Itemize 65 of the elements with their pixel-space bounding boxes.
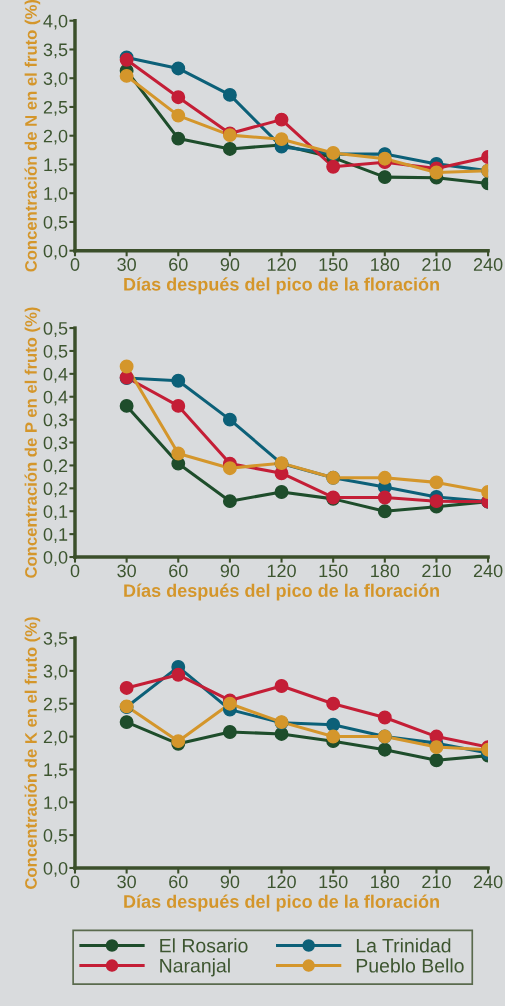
x-tick-label: 240: [473, 258, 503, 271]
y-tick-label: 0,1: [43, 528, 68, 543]
x-tick-label: 210: [422, 564, 451, 578]
y-tick-label: 3,0: [43, 72, 68, 88]
legend-label: El Rosario: [160, 938, 248, 953]
y-tick-label: 0,3: [43, 413, 68, 429]
y-tick-label: 1,5: [44, 158, 68, 174]
y-tick-label: 2,5: [43, 100, 68, 116]
y-tick-label: 2,0: [43, 730, 68, 746]
x-axis-title: Días después del pico de la floración: [124, 894, 439, 912]
x-tick-label: 90: [220, 564, 240, 578]
x-tick-label: 90: [220, 875, 240, 889]
y-tick-label: 0,3: [43, 436, 68, 452]
y-tick-label: 0,5: [43, 344, 68, 360]
y-tick-label: 0,0: [43, 550, 68, 566]
x-tick-label: 30: [117, 875, 136, 889]
y-tick-label: 3,0: [43, 664, 68, 680]
x-tick-label: 60: [169, 258, 188, 271]
y-tick-label: 0,4: [43, 390, 68, 406]
y-tick-label: 0,4: [43, 367, 68, 383]
x-tick-label: 0: [70, 875, 80, 889]
x-tick-label: 180: [371, 564, 400, 578]
x-tick-label: 150: [319, 875, 348, 889]
x-tick-label: 240: [473, 875, 503, 889]
y-tick-label: 1,0: [44, 187, 68, 203]
x-tick-label: 30: [117, 564, 136, 578]
x-tick-label: 90: [220, 258, 240, 271]
x-tick-label: 180: [371, 875, 400, 889]
x-tick-label: 120: [267, 258, 296, 271]
legend-label: Naranjal: [160, 958, 230, 977]
x-tick-label: 60: [169, 564, 188, 578]
y-tick-label: 0,0: [43, 244, 68, 260]
y-axis-title: Concentración de K en el fruto (%): [24, 617, 41, 889]
y-tick-label: 0,1: [43, 505, 68, 521]
x-tick-label: 120: [267, 564, 296, 578]
y-axis-title: Concentración de P en el fruto (%): [24, 307, 41, 578]
y-tick-label: 1,0: [44, 796, 68, 812]
y-axis-title: Concentración de N en el fruto (%): [24, 0, 41, 272]
x-axis-title: Días después del pico de la floración: [124, 583, 439, 601]
x-tick-label: 60: [169, 875, 188, 889]
y-tick-label: 0,2: [43, 459, 68, 475]
x-tick-label: 210: [422, 258, 451, 271]
x-tick-label: 0: [70, 258, 80, 271]
y-tick-label: 2,5: [43, 697, 68, 713]
y-tick-label: 0,0: [43, 861, 68, 877]
x-tick-label: 180: [371, 258, 400, 271]
y-tick-label: 3,5: [43, 43, 68, 59]
y-tick-label: 0,5: [43, 829, 68, 844]
x-tick-label: 30: [117, 258, 136, 271]
y-tick-label: 3,5: [43, 631, 68, 647]
y-tick-label: 0,5: [43, 215, 68, 231]
y-tick-label: 0,2: [43, 482, 68, 498]
x-tick-label: 240: [473, 564, 503, 578]
x-tick-label: 150: [319, 564, 348, 578]
legend-label: La Trinidad: [356, 938, 451, 953]
x-tick-label: 0: [70, 564, 80, 578]
y-tick-label: 4,0: [43, 14, 68, 30]
x-axis-title: Días después del pico de la floración: [124, 277, 439, 295]
x-tick-label: 210: [422, 875, 451, 889]
y-tick-label: 2,0: [43, 129, 68, 145]
x-tick-label: 150: [319, 258, 348, 271]
y-tick-label: 1,5: [44, 763, 68, 779]
legend-label: Pueblo Bello: [356, 958, 464, 973]
y-tick-label: 0,5: [43, 321, 68, 337]
x-tick-label: 120: [267, 875, 296, 889]
